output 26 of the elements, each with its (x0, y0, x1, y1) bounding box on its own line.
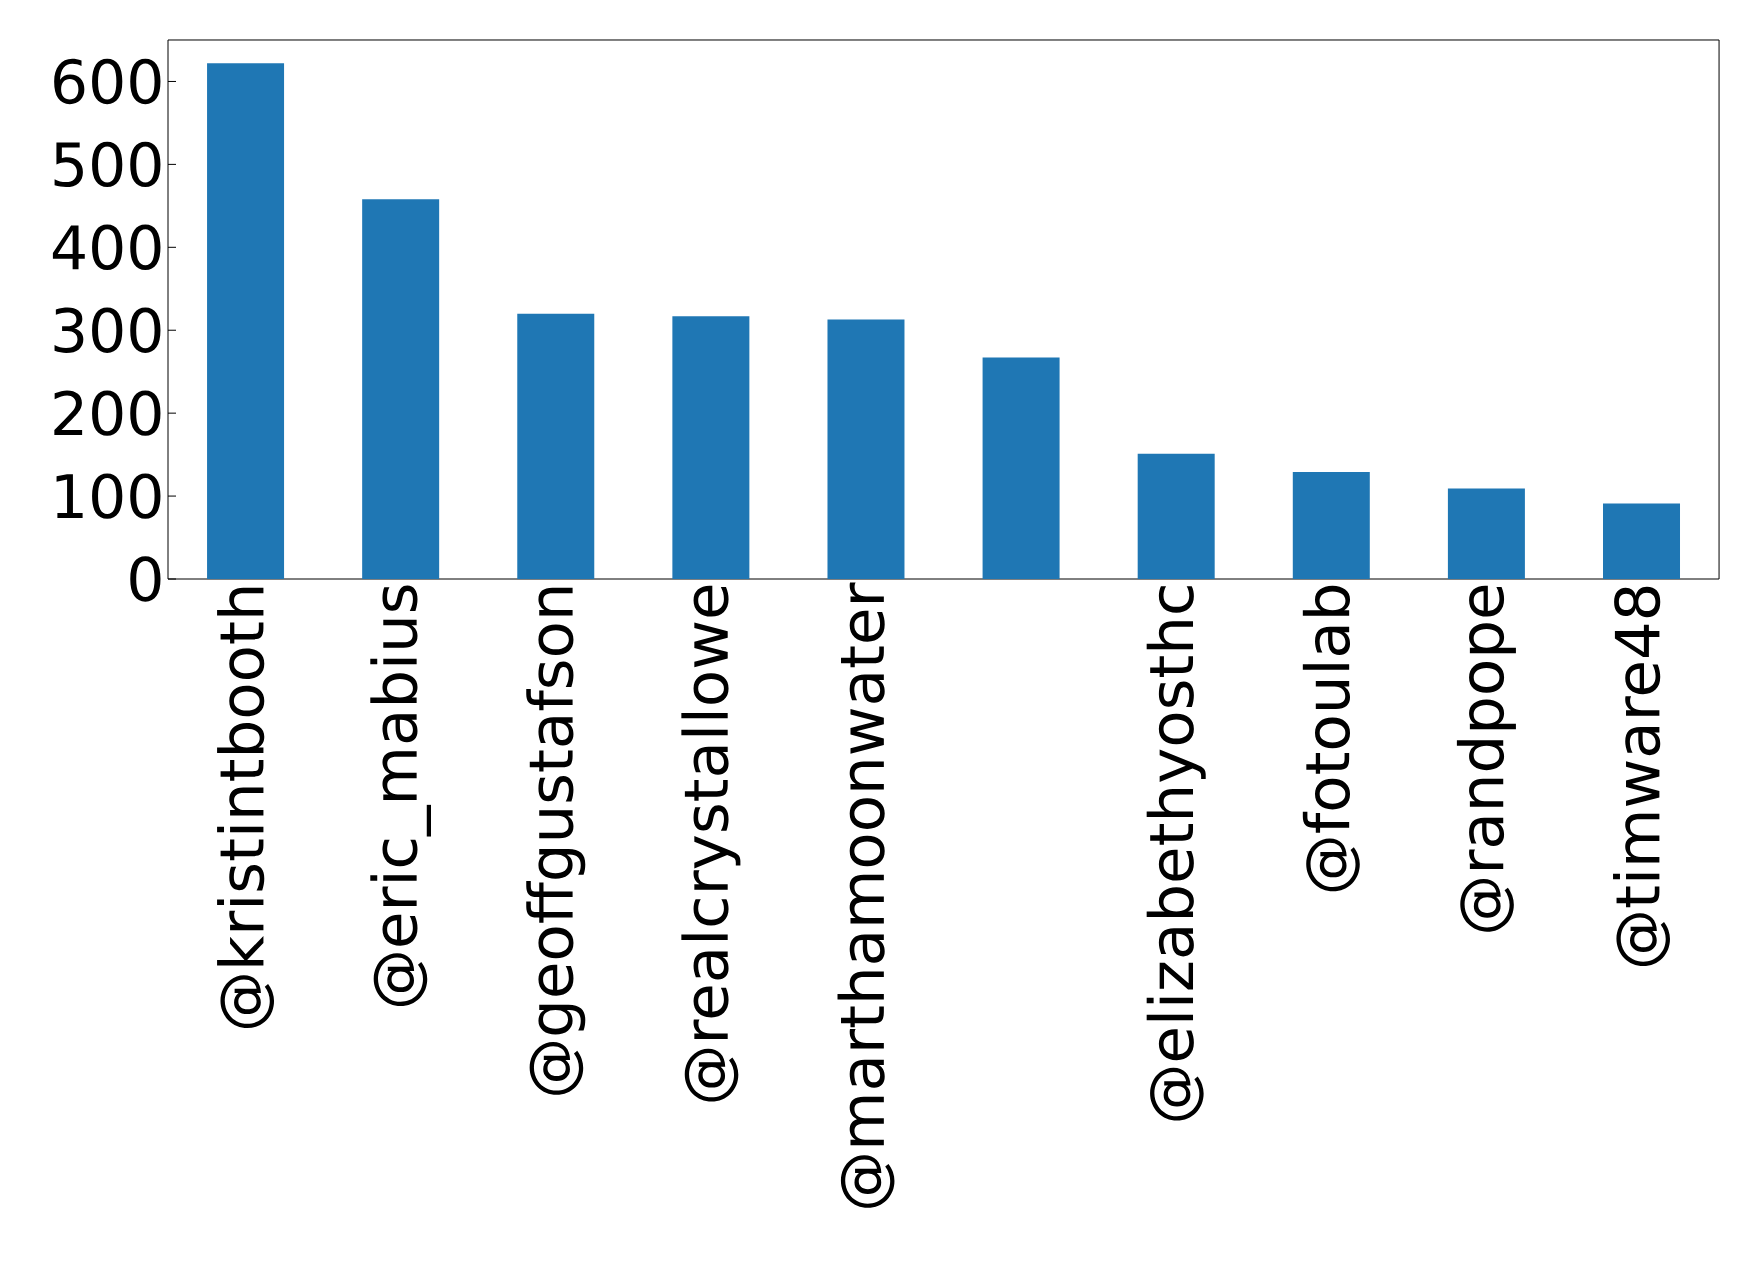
x-tick-label: @eric_mabius (370, 585, 432, 1007)
x-tick-label: @randpope (1456, 585, 1516, 932)
y-tick-label: 0 (130, 556, 161, 602)
y-tick-label: 400 (52, 224, 161, 270)
x-tick-label: @realcrystallowe (681, 585, 741, 1102)
x-tick-label: @marthamoonwater (837, 582, 895, 1208)
bar (1137, 453, 1215, 579)
y-tick-label: 200 (54, 390, 161, 436)
bar (827, 319, 905, 579)
bar (362, 199, 440, 579)
bar (982, 357, 1060, 579)
y-tick-label: 300 (54, 307, 161, 353)
y-tick-label: 100 (56, 473, 161, 519)
bar (1292, 472, 1370, 579)
x-tick-label: @timware48 (1613, 586, 1670, 966)
y-tick-label: 500 (54, 141, 161, 188)
x-tick-label: @elizabethyosthc (1146, 586, 1206, 1121)
y-tick-label: 600 (54, 58, 161, 105)
bar (672, 316, 750, 579)
x-tick-label: @geoffgustafson (526, 587, 586, 1095)
bar (517, 313, 595, 579)
bar (1447, 488, 1525, 579)
x-tick-label: @kristintbooth (217, 587, 275, 1029)
bar (207, 63, 285, 579)
bar (1603, 503, 1681, 579)
x-tick-label: @fotoulab (1302, 585, 1360, 892)
